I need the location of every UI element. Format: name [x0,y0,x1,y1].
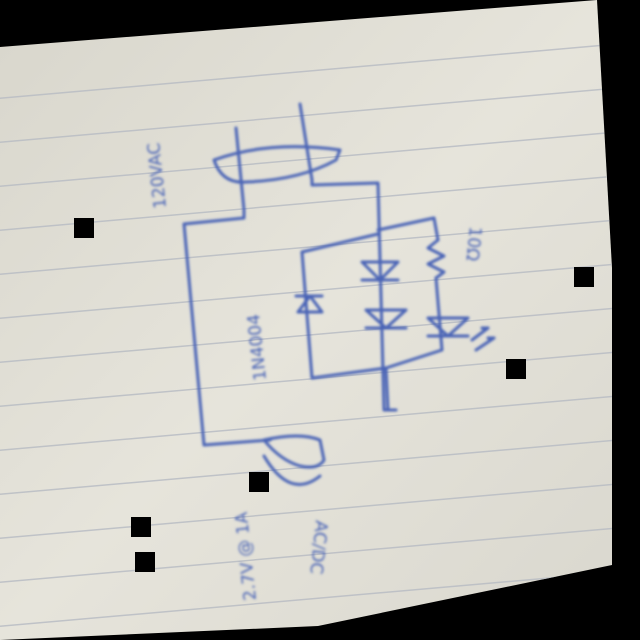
marker-square [74,218,94,238]
circuit-drawing [182,102,496,486]
tracking-markers [74,218,594,572]
marker-square [135,552,155,572]
bottom-wire [384,366,390,412]
marker-square [249,472,269,492]
marker-square [574,267,594,287]
resistor-zigzag [426,238,446,280]
top-plug-shape [212,145,342,184]
marker-square [506,359,526,379]
resistor-branch [376,216,440,242]
led-symbol [426,316,470,338]
led-arrows [470,326,496,352]
upper-diode-symbol [360,260,400,282]
top-plug-prong-right [298,102,314,182]
marker-square [131,517,151,537]
bottom-plug-shape [262,434,326,469]
left-main-wire [182,208,272,447]
led-branch-wire [384,276,444,370]
blocking-diode-symbol [294,294,324,314]
bottom-plug-body [262,454,322,486]
top-plug-prong-left [234,126,246,212]
resistor-label: 10Ω [461,225,485,262]
diode-branch-left [300,232,388,380]
lower-diode-symbol [364,308,408,330]
